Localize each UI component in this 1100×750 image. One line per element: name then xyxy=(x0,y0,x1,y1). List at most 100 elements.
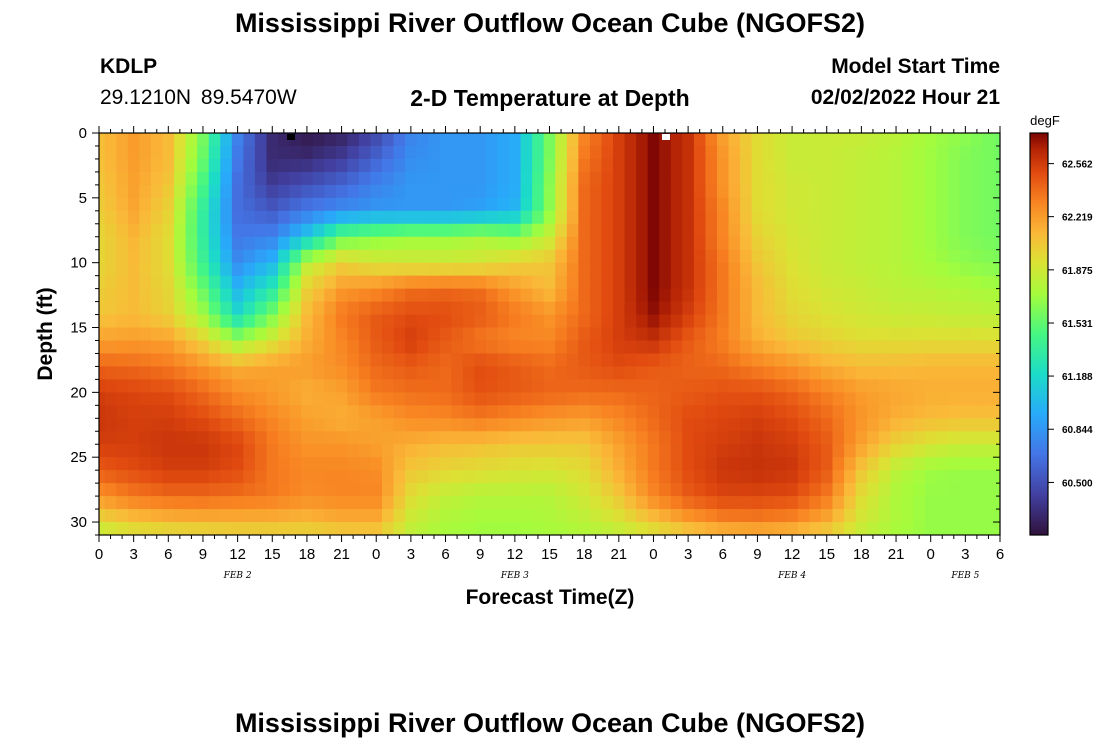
heatmap-cell xyxy=(936,353,949,368)
heatmap-cell xyxy=(497,236,510,251)
heatmap-cell xyxy=(844,223,857,238)
colorbar-tick-label: 62.562 xyxy=(1062,160,1093,171)
heatmap-cell xyxy=(716,158,730,173)
heatmap-cell xyxy=(220,366,233,380)
heatmap-cell xyxy=(301,522,314,535)
heatmap-cell xyxy=(855,171,868,186)
heatmap-cell xyxy=(636,392,649,406)
heatmap-cell xyxy=(924,236,938,251)
heatmap-cell xyxy=(254,444,268,458)
heatmap-cell xyxy=(555,340,568,355)
heatmap-cell xyxy=(509,158,522,173)
heatmap-cell xyxy=(982,184,995,199)
heatmap-cell xyxy=(716,353,730,368)
heatmap-cell xyxy=(532,314,545,329)
heatmap-cell xyxy=(890,340,903,355)
heatmap-cell xyxy=(301,405,314,419)
heatmap-cell xyxy=(844,145,857,160)
heatmap-cell xyxy=(589,171,603,186)
heatmap-cell xyxy=(439,379,452,393)
heatmap-cell xyxy=(324,275,337,290)
heatmap-cell xyxy=(509,314,522,329)
heatmap-cell xyxy=(243,133,256,147)
heatmap-cell xyxy=(948,223,961,238)
heatmap-cell xyxy=(670,171,683,186)
heatmap-cell xyxy=(162,496,175,510)
heatmap-cell xyxy=(659,340,672,355)
heatmap-cell xyxy=(786,249,799,264)
heatmap-cell xyxy=(428,301,441,316)
heatmap-cell xyxy=(971,522,984,535)
heatmap-cell xyxy=(127,431,141,445)
heatmap-cell xyxy=(520,145,533,160)
x-tick-label: 3 xyxy=(684,546,692,563)
heatmap-cell xyxy=(116,327,129,342)
heatmap-cell xyxy=(474,405,487,419)
heatmap-cell xyxy=(670,301,683,316)
heatmap-cell xyxy=(243,184,256,199)
heatmap-cell xyxy=(370,366,383,380)
heatmap-cell xyxy=(901,249,914,264)
heatmap-cell xyxy=(971,379,984,393)
heatmap-cell xyxy=(301,366,314,380)
heatmap-cell xyxy=(601,509,614,523)
heatmap-cell xyxy=(936,236,949,251)
heatmap-cell xyxy=(266,197,279,212)
heatmap-cell xyxy=(659,223,672,238)
heatmap-cell xyxy=(682,133,695,147)
heatmap-cell xyxy=(636,301,649,316)
heatmap-cell xyxy=(601,470,614,484)
heatmap-cell xyxy=(312,133,325,147)
heatmap-cell xyxy=(936,223,949,238)
y-tick-label: 25 xyxy=(70,449,87,466)
heatmap-cell xyxy=(913,366,926,380)
heatmap-cell xyxy=(451,262,464,277)
heatmap-cell xyxy=(924,171,938,186)
heatmap-cell xyxy=(555,509,568,523)
heatmap-cell xyxy=(716,314,730,329)
heatmap-cell xyxy=(116,184,129,199)
heatmap-cell xyxy=(716,133,730,147)
heatmap-cell xyxy=(266,133,279,147)
heatmap-cell xyxy=(312,327,325,342)
heatmap-cell xyxy=(659,509,672,523)
heatmap-cell xyxy=(740,210,753,225)
heatmap-cell xyxy=(485,314,499,329)
heatmap-cell xyxy=(589,327,603,342)
heatmap-cell xyxy=(185,379,198,393)
heatmap-cell xyxy=(624,431,637,445)
heatmap-cell xyxy=(901,522,914,535)
heatmap-cell xyxy=(532,223,545,238)
heatmap-cell xyxy=(948,418,961,432)
heatmap-cell xyxy=(878,496,891,510)
heatmap-cell xyxy=(116,418,129,432)
heatmap-cell xyxy=(428,210,441,225)
heatmap-cell xyxy=(890,444,903,458)
heatmap-cell xyxy=(601,171,614,186)
heatmap-cell xyxy=(832,236,845,251)
heatmap-cell xyxy=(393,314,406,329)
heatmap-cell xyxy=(497,314,510,329)
heatmap-cell xyxy=(809,405,822,419)
heatmap-cell xyxy=(763,133,776,147)
heatmap-cell xyxy=(809,301,822,316)
heatmap-cell xyxy=(578,314,591,329)
heatmap-cell xyxy=(705,236,718,251)
heatmap-cell xyxy=(844,340,857,355)
heatmap-cell xyxy=(358,314,372,329)
heatmap-cell xyxy=(266,509,279,523)
heatmap-cell xyxy=(208,340,221,355)
heatmap-cell xyxy=(682,483,695,497)
heatmap-cell xyxy=(335,444,348,458)
heatmap-cell xyxy=(231,133,244,147)
heatmap-cell xyxy=(289,301,302,316)
heatmap-cell xyxy=(543,327,556,342)
heatmap-cell xyxy=(809,249,822,264)
heatmap-cell xyxy=(693,184,707,199)
heatmap-cell xyxy=(890,522,903,535)
heatmap-cell xyxy=(786,288,799,303)
heatmap-cell xyxy=(197,444,210,458)
heatmap-cell xyxy=(867,431,880,445)
heatmap-cell xyxy=(335,249,348,264)
heatmap-cell xyxy=(439,444,452,458)
